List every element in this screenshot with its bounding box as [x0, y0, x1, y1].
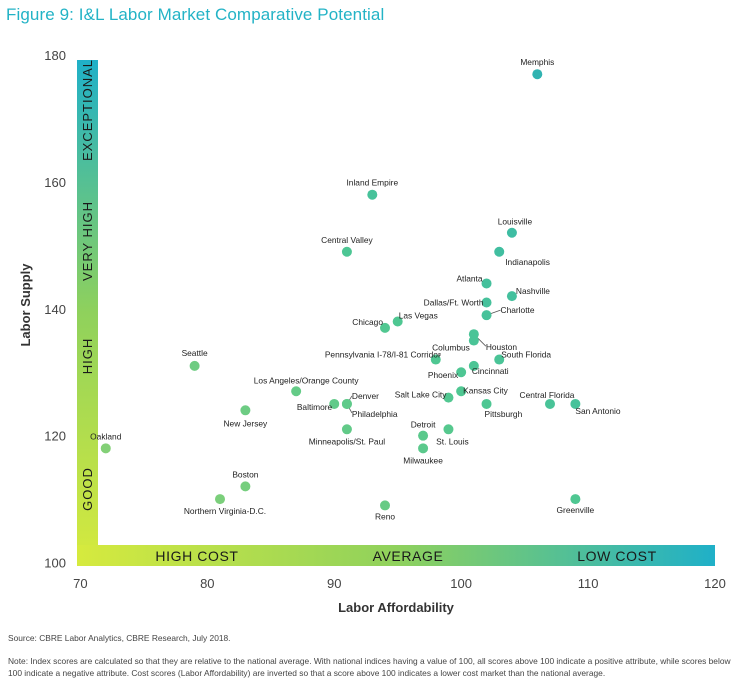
point-label: Inland Empire [346, 178, 398, 188]
data-point[interactable] [367, 189, 378, 200]
y-tick-label: 120 [44, 429, 66, 444]
point-label: Pittsburgh [485, 409, 523, 419]
x-tick-label: 120 [704, 576, 726, 591]
point-label: Phoenix [428, 370, 459, 380]
point-label: Greenville [557, 505, 595, 515]
data-point[interactable] [456, 386, 467, 397]
data-point[interactable] [240, 405, 251, 416]
x-tick-label: 90 [327, 576, 341, 591]
data-point[interactable] [481, 278, 492, 289]
point-label: Central Florida [520, 390, 575, 400]
point-label: Oakland [90, 431, 122, 441]
point-label: Los Angeles/Orange County [254, 375, 360, 385]
y-axis-title: Labor Supply [18, 263, 33, 347]
point-label: Memphis [520, 57, 554, 67]
data-point[interactable] [418, 430, 429, 441]
point-label: Seattle [182, 348, 208, 358]
x-axis-title: Labor Affordability [338, 600, 455, 615]
data-point[interactable] [341, 398, 352, 409]
data-point[interactable] [481, 297, 492, 308]
point-label: St. Louis [436, 436, 469, 446]
point-label: Charlotte [501, 305, 535, 315]
point-label: Cincinnati [472, 366, 509, 376]
point-label: Central Valley [321, 235, 373, 245]
point-label: Chicago [352, 317, 383, 327]
data-point[interactable] [570, 398, 581, 409]
point-label: Nashville [516, 286, 550, 296]
data-point[interactable] [329, 398, 340, 409]
point-label: Indianapolis [505, 257, 550, 267]
point-label: Las Vegas [399, 311, 438, 321]
footnote: Note: Index scores are calculated so tha… [8, 656, 731, 678]
x-tick-label: 110 [578, 576, 599, 591]
y-axis-gradient-band [77, 60, 98, 565]
data-point[interactable] [100, 443, 111, 454]
x-band-label: AVERAGE [373, 548, 444, 564]
data-point[interactable] [494, 246, 505, 257]
data-point[interactable] [506, 227, 517, 238]
x-tick-label: 80 [200, 576, 214, 591]
data-point[interactable] [481, 398, 492, 409]
point-label: Philadelphia [352, 409, 398, 419]
data-point[interactable] [481, 310, 492, 321]
data-point[interactable] [468, 335, 479, 346]
data-point[interactable] [506, 291, 517, 302]
data-point[interactable] [468, 360, 479, 371]
data-point[interactable] [380, 322, 390, 333]
y-tick-label: 160 [44, 175, 66, 190]
data-point[interactable] [240, 481, 251, 492]
chart-title: Figure 9: I&L Labor Market Comparative P… [6, 5, 385, 24]
point-label: Columbus [432, 343, 470, 353]
point-label: Kansas City [463, 385, 508, 395]
data-point[interactable] [189, 360, 200, 371]
data-point[interactable] [532, 69, 543, 80]
y-tick-label: 100 [44, 555, 66, 570]
point-label: Louisville [498, 217, 533, 227]
point-label: Northern Virginia-D.C. [184, 506, 266, 516]
point-label: Denver [352, 391, 379, 401]
scatter-chart: GOOD HIGH VERY HIGH EXCEPTIONAL HIGH COST AV… [18, 48, 726, 615]
x-band-label: LOW COST [577, 548, 656, 564]
y-band-label: HIGH [80, 338, 95, 375]
point-label: Milwaukee [403, 455, 443, 465]
point-label: Dallas/Ft. Worth [424, 297, 484, 307]
data-point[interactable] [380, 500, 390, 511]
x-tick-label: 100 [450, 576, 472, 591]
point-label: Salt Lake City [395, 390, 447, 400]
data-point[interactable] [341, 424, 352, 435]
data-point[interactable] [456, 367, 467, 378]
point-label: Boston [232, 469, 258, 479]
y-band-label: GOOD [80, 467, 95, 511]
point-label: Baltimore [297, 402, 333, 412]
y-tick-label: 140 [44, 302, 66, 317]
point-label: Pennsylvania I-78/I-81 Corridor [325, 350, 441, 360]
point-label: Reno [375, 511, 395, 521]
point-label: South Florida [501, 350, 551, 360]
data-point[interactable] [430, 354, 441, 365]
point-label: Atlanta [456, 273, 482, 283]
y-band-label: VERY HIGH [80, 201, 95, 281]
point-label: San Antonio [575, 406, 621, 416]
x-band-label: HIGH COST [155, 548, 238, 564]
data-point[interactable] [418, 443, 429, 454]
point-label: Minneapolis/St. Paul [309, 436, 385, 446]
y-tick-label: 180 [44, 48, 66, 63]
data-point[interactable] [341, 246, 352, 257]
point-label: Detroit [411, 420, 436, 430]
data-point[interactable] [494, 354, 505, 365]
data-point[interactable] [392, 316, 403, 327]
data-point[interactable] [570, 494, 581, 505]
y-band-label: EXCEPTIONAL [80, 59, 95, 161]
x-tick-label: 70 [73, 576, 87, 591]
data-point[interactable] [215, 494, 225, 505]
data-point[interactable] [443, 424, 454, 435]
point-label: Houston [486, 342, 518, 352]
data-point[interactable] [443, 392, 454, 403]
x-axis-gradient-band [77, 545, 715, 566]
data-point[interactable] [291, 386, 302, 397]
data-point[interactable] [545, 398, 555, 409]
source-note: Source: CBRE Labor Analytics, CBRE Resea… [8, 633, 231, 643]
point-label: New Jersey [224, 418, 269, 428]
